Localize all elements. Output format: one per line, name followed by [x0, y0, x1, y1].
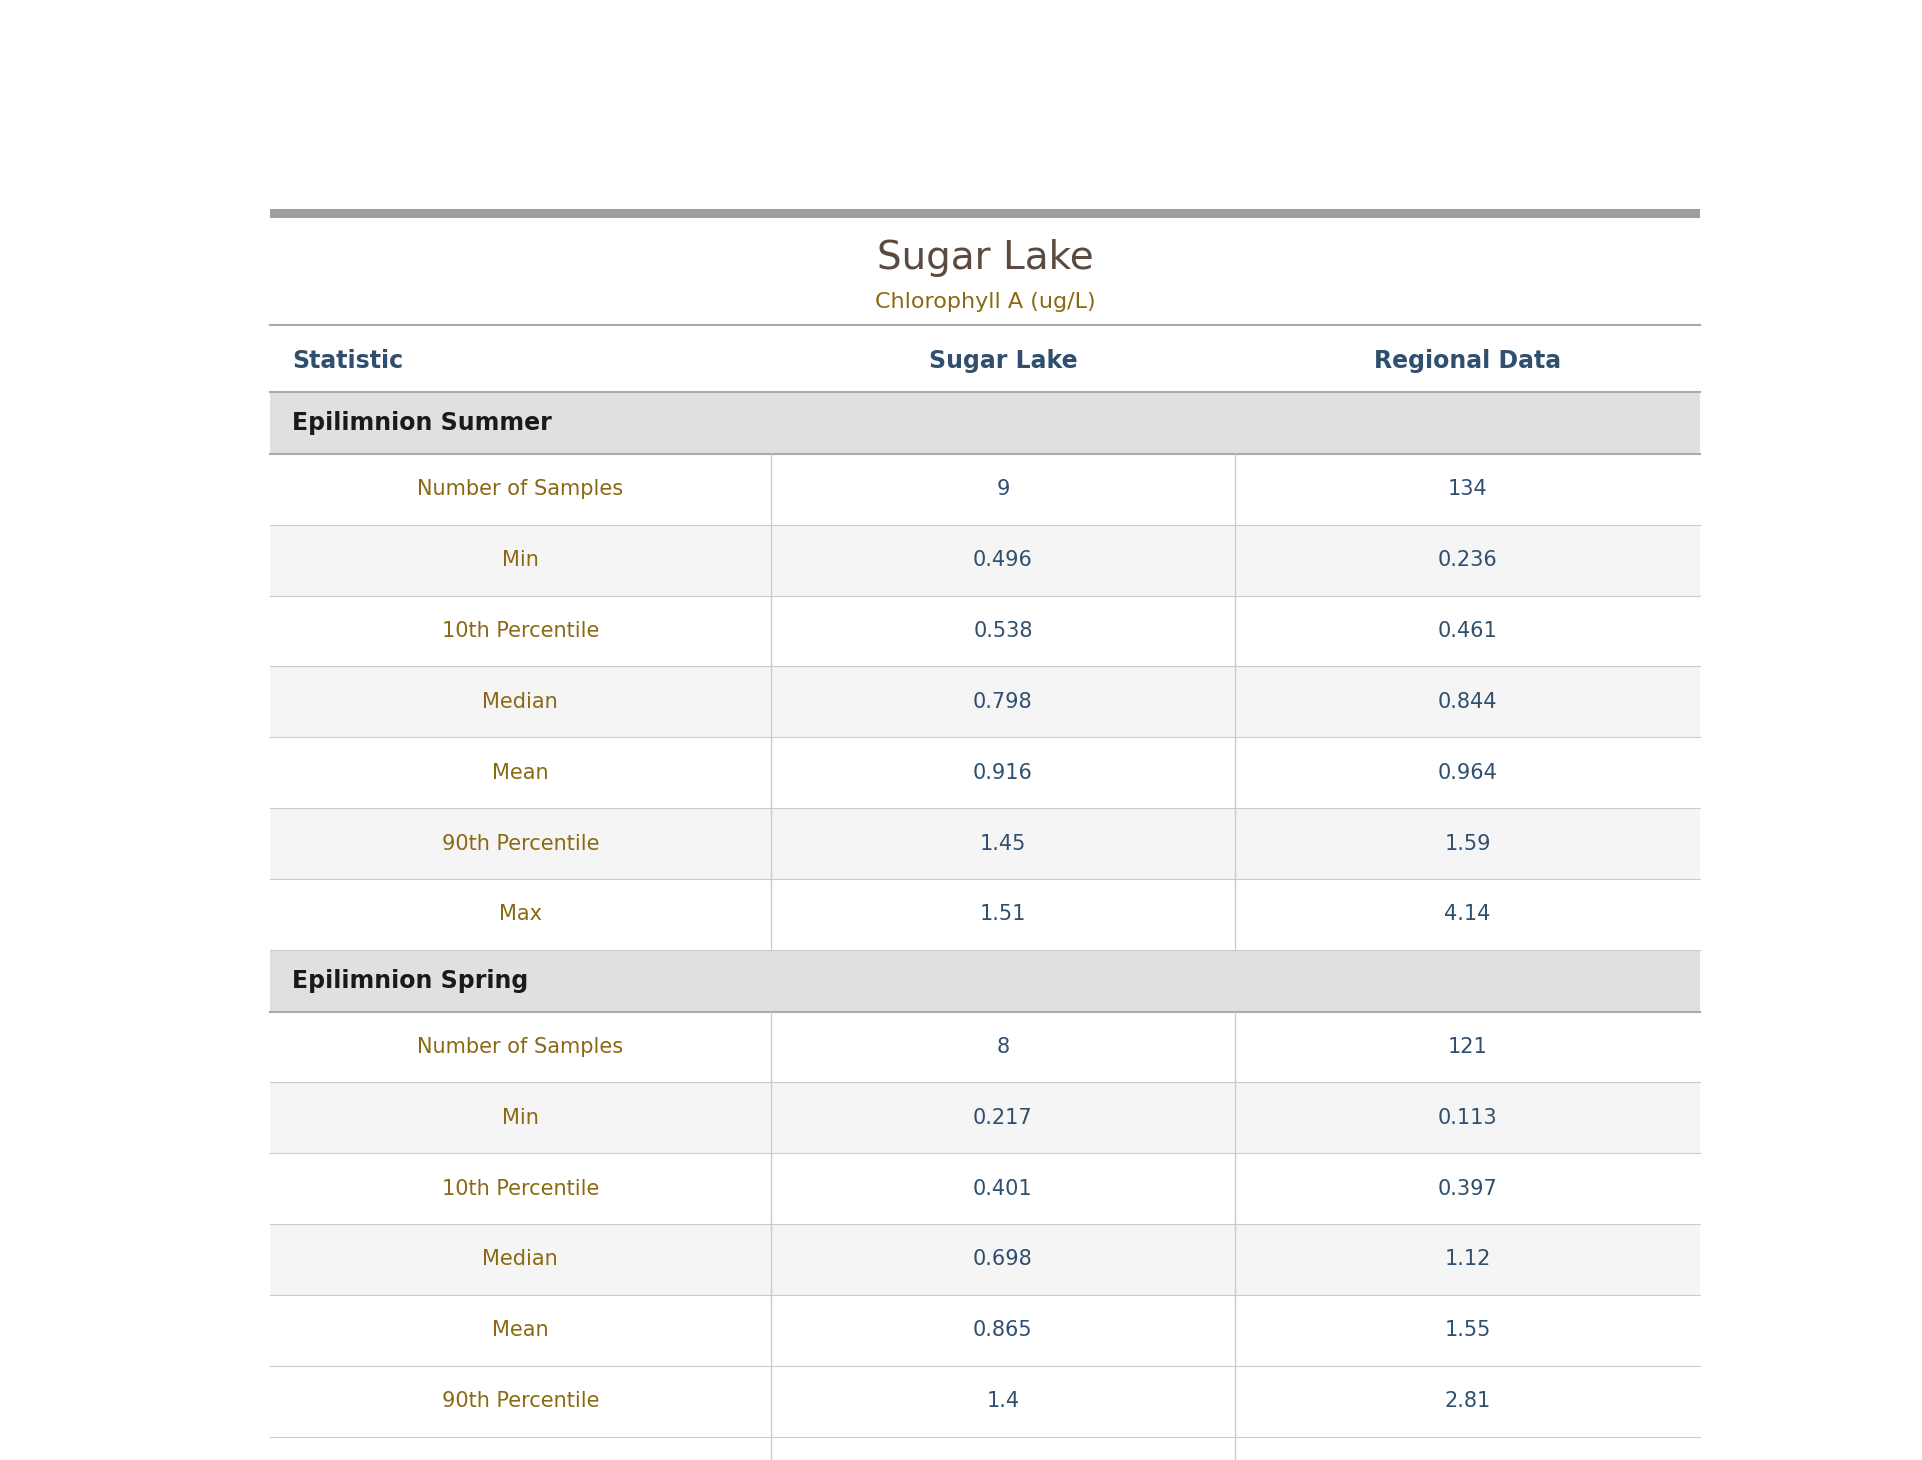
Bar [269, 393, 1699, 454]
Text: 0.496: 0.496 [973, 550, 1032, 571]
Text: 0.236: 0.236 [1438, 550, 1497, 571]
Bar [269, 330, 1699, 393]
Text: Statistic: Statistic [292, 349, 404, 374]
Text: Min: Min [502, 550, 538, 571]
Text: 0.401: 0.401 [973, 1178, 1032, 1199]
Text: 0.865: 0.865 [973, 1320, 1032, 1340]
Bar [269, 737, 1699, 809]
Bar [269, 950, 1699, 1012]
Bar [269, 879, 1699, 950]
Text: Mean: Mean [492, 1320, 548, 1340]
Text: Mean: Mean [492, 762, 548, 783]
Bar [269, 1223, 1699, 1295]
Text: Epilimnion Spring: Epilimnion Spring [292, 968, 529, 993]
Text: 1.59: 1.59 [1445, 834, 1491, 854]
Text: 0.397: 0.397 [1438, 1178, 1497, 1199]
Bar [269, 596, 1699, 666]
Text: 8: 8 [996, 1037, 1009, 1057]
Text: Chlorophyll A (ug/L): Chlorophyll A (ug/L) [875, 292, 1096, 312]
Bar [269, 209, 1699, 218]
Bar [269, 809, 1699, 879]
Text: Epilimnion Summer: Epilimnion Summer [292, 412, 552, 435]
Text: 121: 121 [1447, 1037, 1488, 1057]
Bar [269, 1153, 1699, 1223]
Text: 134: 134 [1447, 479, 1488, 499]
Text: 0.538: 0.538 [973, 620, 1032, 641]
Text: 9: 9 [996, 479, 1009, 499]
Text: Min: Min [502, 1108, 538, 1127]
Text: 1.45: 1.45 [980, 834, 1026, 854]
Bar [269, 1295, 1699, 1365]
Bar [269, 524, 1699, 596]
Text: 0.461: 0.461 [1438, 620, 1497, 641]
Text: Sugar Lake: Sugar Lake [876, 239, 1094, 277]
Text: 1.55: 1.55 [1445, 1320, 1491, 1340]
Text: 0.844: 0.844 [1438, 692, 1497, 712]
Text: Max: Max [500, 904, 542, 924]
Text: 10th Percentile: 10th Percentile [442, 620, 600, 641]
Bar [269, 666, 1699, 737]
Text: 0.113: 0.113 [1438, 1108, 1497, 1127]
Text: 1.4: 1.4 [986, 1391, 1019, 1412]
Text: Sugar Lake: Sugar Lake [928, 349, 1076, 374]
Text: Median: Median [482, 1250, 557, 1270]
Text: 0.964: 0.964 [1438, 762, 1497, 783]
Text: 4.14: 4.14 [1445, 904, 1491, 924]
Text: Median: Median [482, 692, 557, 712]
Text: 90th Percentile: 90th Percentile [442, 834, 600, 854]
Text: 0.698: 0.698 [973, 1250, 1032, 1270]
Text: Regional Data: Regional Data [1374, 349, 1561, 374]
Text: 0.798: 0.798 [973, 692, 1032, 712]
Text: Number of Samples: Number of Samples [417, 1037, 623, 1057]
Text: 10th Percentile: 10th Percentile [442, 1178, 600, 1199]
Bar [269, 1437, 1699, 1460]
Bar [269, 1365, 1699, 1437]
Bar [269, 454, 1699, 524]
Text: 1.12: 1.12 [1445, 1250, 1491, 1270]
Text: 2.81: 2.81 [1445, 1391, 1491, 1412]
Text: 0.217: 0.217 [973, 1108, 1032, 1127]
Text: Number of Samples: Number of Samples [417, 479, 623, 499]
Text: 0.916: 0.916 [973, 762, 1032, 783]
Text: 1.51: 1.51 [980, 904, 1026, 924]
Bar [269, 1012, 1699, 1082]
Bar [269, 1082, 1699, 1153]
Text: 90th Percentile: 90th Percentile [442, 1391, 600, 1412]
